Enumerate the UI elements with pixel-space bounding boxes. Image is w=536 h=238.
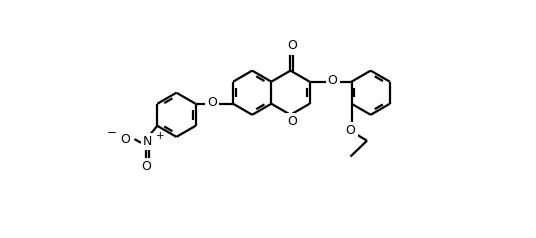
Text: O: O [288,115,297,128]
Text: −: − [107,126,117,139]
Text: O: O [327,74,338,87]
Text: O: O [207,96,217,109]
Text: N: N [143,135,152,148]
Text: O: O [121,133,130,146]
Text: O: O [287,40,297,52]
Text: O: O [142,160,151,173]
Text: O: O [346,124,355,137]
Text: +: + [156,131,165,141]
